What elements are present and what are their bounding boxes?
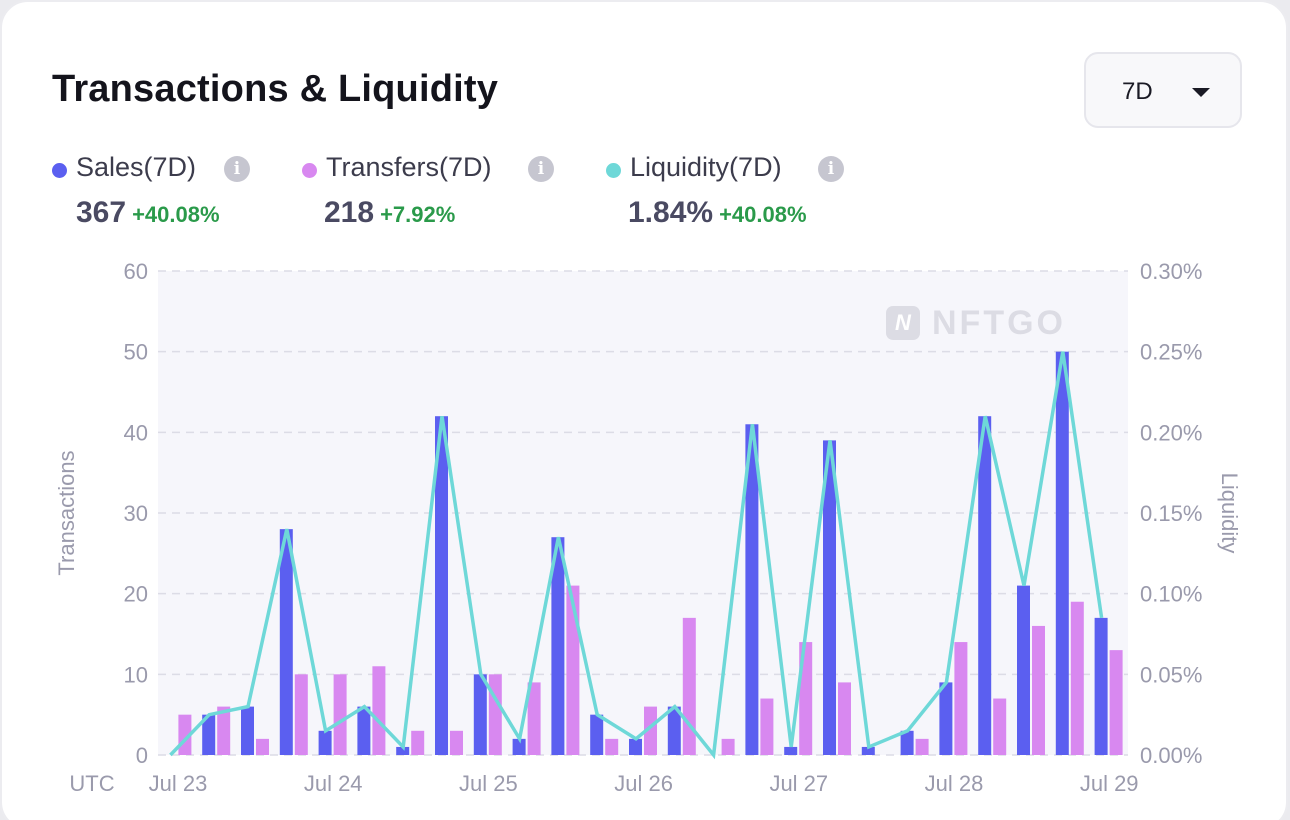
y2-tick-label: 0.00% <box>1140 743 1202 768</box>
x-tick-label: Jul 23 <box>149 771 208 796</box>
bar-sales <box>318 730 332 755</box>
legend-label-transfers: Transfers(7D) <box>326 152 492 182</box>
bar-sales <box>745 424 759 755</box>
legend-swatch-liquidity <box>606 163 621 178</box>
x-tick-label: Jul 27 <box>769 771 828 796</box>
y-tick-label: 10 <box>124 662 148 687</box>
bar-transfers <box>256 738 269 755</box>
time-range-select[interactable]: 7D <box>1084 52 1242 128</box>
bar-sales <box>861 746 875 755</box>
info-icon[interactable]: i <box>818 156 844 182</box>
stat-transfers: 218 +7.92% <box>324 196 455 230</box>
nftgo-logo-icon: N <box>886 306 920 340</box>
y-tick-label: 30 <box>124 501 148 526</box>
watermark-text: NFTGO <box>932 304 1066 342</box>
x-tick-label: Jul 25 <box>459 771 518 796</box>
bar-sales <box>435 416 448 755</box>
legend-swatch-transfers <box>302 163 317 178</box>
y-tick-label: 40 <box>124 420 148 445</box>
bar-transfers <box>294 674 308 755</box>
y2-tick-label: 0.25% <box>1140 340 1202 365</box>
x-tick-label: Jul 24 <box>304 771 363 796</box>
bar-sales <box>1055 351 1069 755</box>
bar-transfers <box>217 706 231 755</box>
bar-sales <box>667 706 681 755</box>
bar-transfers <box>993 698 1007 755</box>
bar-transfers <box>915 738 929 755</box>
stat-sales-change: +40.08% <box>132 202 220 227</box>
info-icon[interactable]: i <box>528 156 554 182</box>
bar-transfers <box>682 617 696 755</box>
x-tick-label: Jul 26 <box>614 771 673 796</box>
y2-tick-label: 0.05% <box>1140 662 1202 687</box>
x-tick-label: Jul 28 <box>925 771 984 796</box>
y2-axis-title: Liquidity <box>1217 473 1242 554</box>
y-tick-label: 20 <box>124 582 148 607</box>
bar-sales <box>1017 585 1030 755</box>
y2-tick-label: 0.10% <box>1140 582 1202 607</box>
line-liquidity <box>169 351 1104 760</box>
y-tick-label: 0 <box>136 743 148 768</box>
x-tick-label: Jul 29 <box>1080 771 1139 796</box>
time-range-value: 7D <box>1122 78 1153 105</box>
bar-sales <box>473 674 487 755</box>
bar-sales <box>241 706 254 755</box>
bar-transfers <box>488 674 502 755</box>
legend-label-liquidity: Liquidity(7D) <box>630 152 782 182</box>
y-tick-label: 50 <box>124 340 148 365</box>
stat-transfers-value: 218 <box>324 196 375 229</box>
bar-transfers <box>760 698 774 755</box>
stat-liquidity: 1.84% +40.08% <box>628 196 807 230</box>
bar-sales <box>512 738 526 755</box>
bar-sales <box>396 746 410 755</box>
bar-sales <box>590 714 604 755</box>
bar-transfers <box>721 738 735 755</box>
page-title: Transactions & Liquidity <box>52 68 499 110</box>
y2-tick-label: 0.30% <box>1140 259 1202 284</box>
bar-transfers <box>605 738 619 755</box>
stat-liquidity-change: +40.08% <box>719 202 807 227</box>
caret-down-icon <box>1192 88 1210 97</box>
stat-transfers-change: +7.92% <box>380 202 456 227</box>
bar-sales <box>978 416 992 755</box>
bar-sales <box>900 730 914 755</box>
bar-transfers <box>450 730 463 755</box>
legend-label-sales: Sales(7D) <box>76 152 197 182</box>
stat-sales-value: 367 <box>76 196 127 229</box>
bar-transfers <box>1070 601 1084 755</box>
y2-tick-label: 0.20% <box>1140 420 1202 445</box>
y2-tick-label: 0.15% <box>1140 501 1202 526</box>
y-axis-title: Transactions <box>54 450 79 575</box>
bar-sales <box>629 738 642 755</box>
bar-sales <box>784 746 798 755</box>
stat-sales: 367 +40.08% <box>76 196 220 230</box>
x-axis-timezone-label: UTC <box>69 771 114 796</box>
bar-transfers <box>1032 625 1045 755</box>
info-icon[interactable]: i <box>224 156 250 182</box>
bar-sales <box>357 706 371 755</box>
legend-swatch-sales <box>52 163 67 178</box>
bar-transfers <box>954 642 968 755</box>
bar-transfers <box>411 730 425 755</box>
bar-sales <box>551 537 565 755</box>
bar-transfers <box>1109 650 1123 755</box>
bar-transfers <box>527 682 541 755</box>
bar-transfers <box>333 674 347 755</box>
bar-transfers <box>644 706 657 755</box>
bar-sales <box>202 714 216 755</box>
bar-transfers <box>566 585 580 755</box>
bar-transfers <box>838 682 851 755</box>
bar-sales <box>939 682 953 755</box>
stat-liquidity-value: 1.84% <box>628 196 714 229</box>
bar-sales <box>823 440 836 755</box>
y-tick-label: 60 <box>124 259 148 284</box>
bar-transfers <box>372 666 386 755</box>
bar-sales <box>279 529 293 755</box>
bar-sales <box>1094 617 1108 755</box>
